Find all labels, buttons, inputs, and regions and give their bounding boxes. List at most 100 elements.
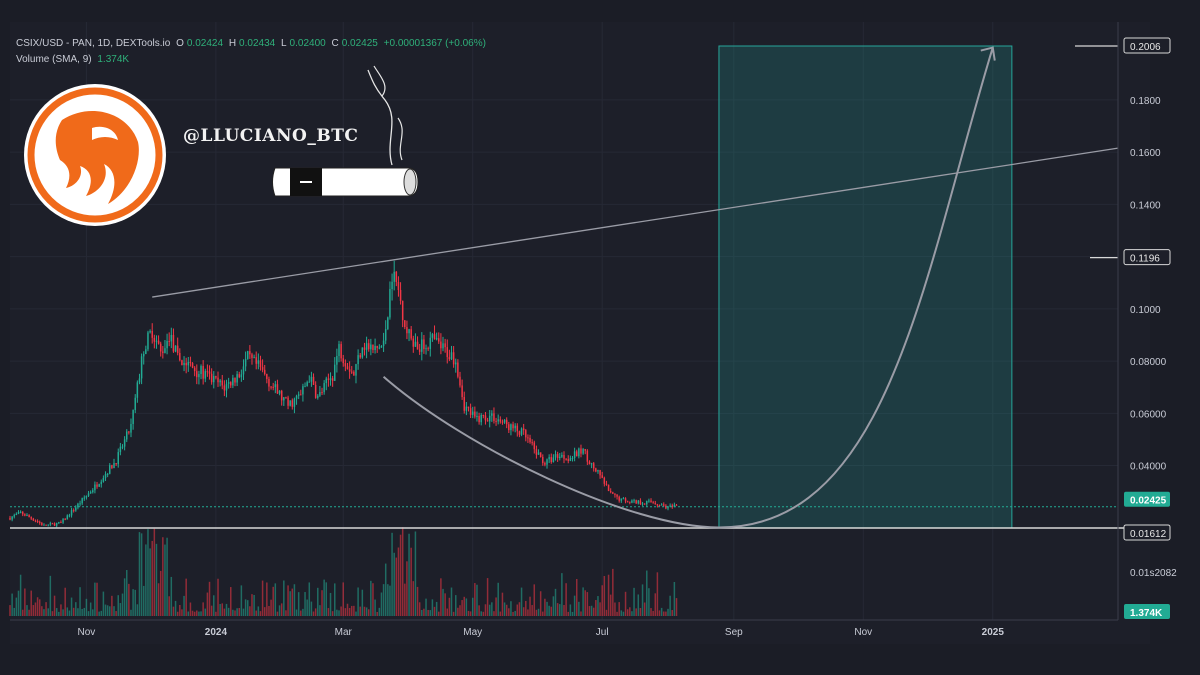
- candle-body: [134, 397, 136, 411]
- volume-bar: [206, 592, 209, 616]
- volume-bar: [179, 605, 181, 616]
- candle-body: [614, 493, 616, 495]
- volume-bar: [412, 581, 415, 616]
- candle-body: [542, 456, 544, 463]
- candle-body: [314, 384, 317, 398]
- candle-body: [414, 341, 417, 347]
- volume-bar: [21, 609, 24, 616]
- volume-bar: [266, 582, 268, 616]
- volume-bar: [495, 597, 497, 616]
- volume-bar: [626, 609, 629, 616]
- volume-bar: [145, 544, 147, 616]
- candle-body: [323, 383, 325, 393]
- volume-bar: [295, 609, 298, 616]
- candle-body: [546, 459, 548, 465]
- candle-body: [257, 360, 260, 364]
- candle-body: [331, 378, 334, 381]
- y-tick-label: 0.1400: [1130, 200, 1161, 211]
- volume-bar: [289, 591, 291, 616]
- candle-body: [172, 334, 175, 352]
- candle-body: [92, 490, 94, 493]
- phoenix-eye-icon: [92, 126, 118, 140]
- candle-body: [66, 515, 69, 520]
- candle-body: [121, 446, 124, 448]
- candle-body: [329, 378, 332, 380]
- low-label: L: [280, 38, 287, 49]
- volume-bar: [544, 598, 546, 616]
- candle-body: [117, 452, 120, 465]
- volume-bar: [461, 600, 463, 616]
- candle-body: [219, 380, 221, 383]
- volume-bar: [391, 532, 393, 616]
- volume-bar: [465, 598, 468, 616]
- candle-body: [463, 397, 465, 411]
- candle-body: [631, 500, 633, 503]
- volume-bar: [669, 595, 671, 616]
- volume-bar: [469, 611, 472, 616]
- volume-bar: [30, 590, 32, 616]
- volume-bar: [393, 552, 395, 616]
- volume-bar: [548, 605, 550, 616]
- x-tick-label: May: [463, 627, 482, 638]
- candle-body: [81, 498, 83, 504]
- volume-bar: [227, 607, 230, 616]
- candle-body: [559, 456, 561, 459]
- candle-body: [444, 343, 446, 348]
- candle-body: [49, 523, 52, 525]
- volume-bar: [667, 608, 669, 616]
- close-label: C: [331, 38, 339, 49]
- volume-bar: [665, 611, 667, 616]
- volume-bar: [283, 580, 285, 616]
- candle-body: [556, 454, 559, 459]
- volume-bar: [253, 594, 255, 616]
- volume-bar: [331, 611, 334, 616]
- price-line-badge: [1123, 249, 1171, 266]
- volume-bar: [130, 609, 132, 616]
- volume-bar: [340, 606, 342, 616]
- candle-body: [289, 400, 291, 406]
- volume-bar: [172, 606, 175, 616]
- y-tick-label: 0.1000: [1130, 305, 1161, 316]
- volume-value: 1.374K: [97, 54, 130, 65]
- candle-body: [416, 341, 419, 350]
- volume-bar: [89, 602, 92, 616]
- candle-body: [597, 470, 599, 472]
- volume-bar: [325, 582, 328, 616]
- candle-body: [53, 523, 56, 526]
- volume-bar: [401, 527, 404, 616]
- volume-bar: [138, 532, 141, 616]
- x-tick-label: Jul: [596, 627, 609, 638]
- volume-bar: [663, 611, 665, 616]
- candle-body: [522, 428, 525, 431]
- volume-bar: [395, 557, 398, 616]
- volume-bar: [217, 578, 219, 616]
- candle-body: [302, 386, 304, 395]
- candle-body: [128, 431, 130, 433]
- candle-body: [548, 457, 550, 460]
- candle-body: [96, 484, 98, 487]
- volume-bar: [601, 585, 603, 616]
- candle-body: [168, 341, 170, 343]
- candle-body: [399, 290, 402, 301]
- volume-bar: [450, 587, 453, 616]
- volume-bar: [357, 587, 359, 616]
- y-tick-label: 0.04000: [1130, 462, 1167, 473]
- candle-body: [353, 371, 355, 376]
- volume-bar: [17, 590, 20, 616]
- candle-body: [41, 523, 43, 526]
- candle-body: [11, 516, 13, 520]
- candle-body: [643, 503, 646, 505]
- candle-body: [285, 397, 287, 399]
- candle-body: [221, 380, 224, 386]
- volume-bar: [520, 587, 523, 616]
- volume-bar: [476, 584, 478, 616]
- volume-bar: [276, 611, 279, 616]
- volume-bar: [185, 578, 187, 616]
- volume-bar: [187, 611, 190, 616]
- candle-body: [650, 500, 652, 503]
- candle-body: [319, 392, 321, 396]
- candle-body: [667, 506, 669, 509]
- candle-body: [355, 364, 357, 376]
- volume-bar: [164, 544, 166, 616]
